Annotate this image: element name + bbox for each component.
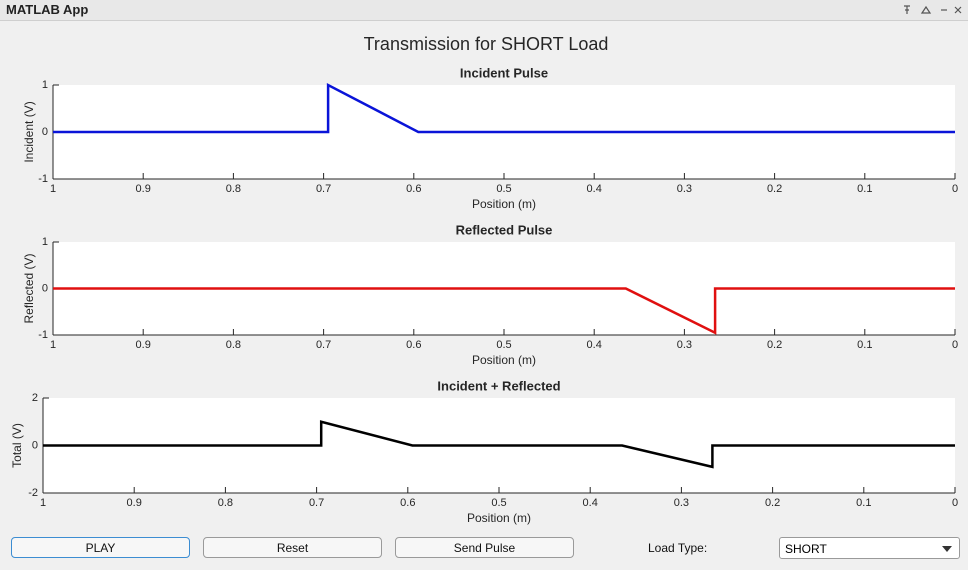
load-type-dropdown[interactable]: SHORT — [779, 537, 960, 559]
y-tick-label: 0 — [42, 282, 48, 294]
pin-icon[interactable] — [904, 5, 910, 14]
x-tick-label: 0.6 — [406, 183, 421, 195]
y-tick-label: -2 — [28, 487, 38, 499]
y-tick-label: 2 — [32, 392, 38, 404]
data-line — [53, 82, 955, 134]
play-button[interactable]: PLAY — [11, 537, 190, 558]
data-line — [43, 420, 955, 469]
x-axis-label: Position (m) — [472, 197, 536, 211]
x-tick-label: 0 — [952, 339, 958, 351]
y-tick-label: 0 — [42, 126, 48, 138]
x-tick-label: 1 — [50, 183, 56, 195]
send-pulse-button[interactable]: Send Pulse — [395, 537, 574, 558]
window-title: MATLAB App — [6, 2, 89, 17]
y-tick-label: 0 — [32, 439, 38, 451]
close-icon[interactable] — [954, 6, 962, 14]
x-tick-label: 0.5 — [496, 183, 511, 195]
x-tick-label: 0.7 — [316, 339, 331, 351]
window-buttons — [904, 5, 962, 14]
undock-icon[interactable] — [920, 5, 932, 14]
x-tick-label: 0.4 — [587, 183, 602, 195]
x-axis-label: Position (m) — [472, 353, 536, 367]
x-tick-label: 0.3 — [677, 339, 692, 351]
dropdown-arrow — [942, 546, 952, 552]
y-axis-label: Incident (V) — [22, 101, 36, 162]
axes-title: Incident Pulse — [460, 65, 548, 80]
x-tick-label: 0.6 — [400, 497, 415, 509]
x-tick-label: 0.3 — [674, 497, 689, 509]
x-tick-label: 0.1 — [856, 497, 871, 509]
x-tick-label: 0.6 — [406, 339, 421, 351]
y-tick-label: -1 — [38, 173, 48, 185]
y-axis-label: Total (V) — [10, 423, 24, 468]
axes-title: Incident + Reflected — [437, 378, 560, 393]
y-tick-label: 1 — [42, 79, 48, 91]
x-tick-label: 0.8 — [226, 339, 241, 351]
x-tick-label: 0.5 — [491, 497, 506, 509]
x-axis-label: Position (m) — [467, 511, 531, 525]
x-tick-label: 0.1 — [857, 183, 872, 195]
x-tick-label: 0.9 — [136, 183, 151, 195]
x-tick-label: 0.2 — [767, 339, 782, 351]
figure-title: Transmission for SHORT Load — [364, 34, 609, 54]
x-tick-label: 0.1 — [857, 339, 872, 351]
axes-title: Reflected Pulse — [456, 222, 553, 237]
reset-button[interactable]: Reset — [203, 537, 382, 558]
x-tick-label: 0.7 — [309, 497, 324, 509]
x-tick-label: 0.9 — [127, 497, 142, 509]
y-tick-label: -1 — [38, 329, 48, 341]
x-tick-label: 1 — [50, 339, 56, 351]
y-axis-label: Reflected (V) — [22, 253, 36, 323]
data-line — [53, 287, 955, 335]
figure: Transmission for SHORT Load Incident Pul… — [10, 34, 958, 525]
x-tick-label: 1 — [40, 497, 46, 509]
x-tick-label: 0.9 — [136, 339, 151, 351]
x-tick-label: 0.4 — [587, 339, 602, 351]
x-tick-label: 0.5 — [496, 339, 511, 351]
load-type-label: Load Type: — [648, 541, 708, 555]
x-tick-label: 0.7 — [316, 183, 331, 195]
x-tick-label: 0.8 — [218, 497, 233, 509]
x-tick-label: 0.3 — [677, 183, 692, 195]
dropdown-value: SHORT — [785, 542, 827, 556]
x-tick-label: 0.2 — [767, 183, 782, 195]
x-tick-label: 0.2 — [765, 497, 780, 509]
y-tick-label: 1 — [42, 236, 48, 248]
title-bar: MATLAB App — [0, 0, 968, 21]
x-tick-label: 0 — [952, 497, 958, 509]
x-tick-label: 0.4 — [583, 497, 598, 509]
x-tick-label: 0.8 — [226, 183, 241, 195]
x-tick-label: 0 — [952, 183, 958, 195]
